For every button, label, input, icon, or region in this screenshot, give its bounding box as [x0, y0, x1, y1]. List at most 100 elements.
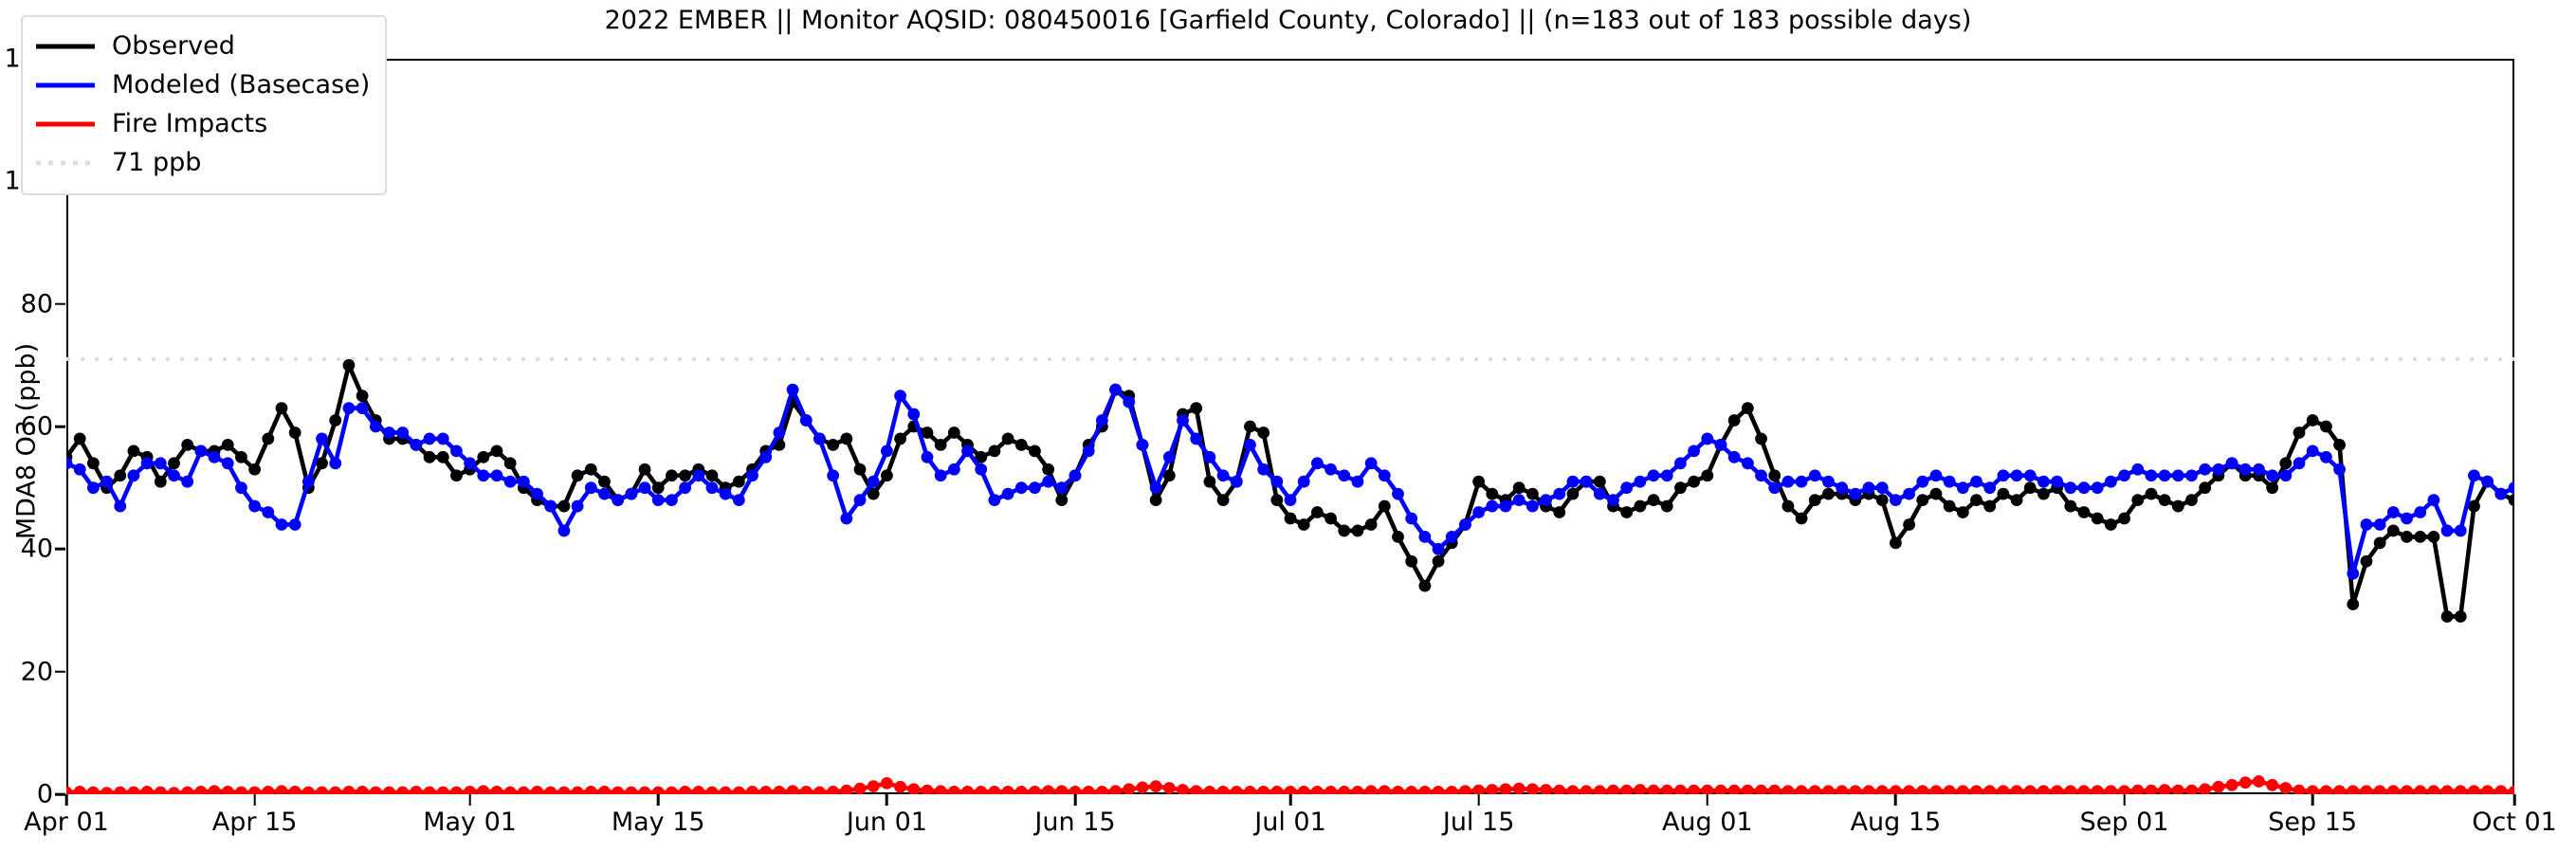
- data-point: [450, 469, 463, 482]
- data-point: [2508, 481, 2514, 495]
- data-point: [356, 390, 369, 403]
- data-point: [679, 786, 691, 794]
- data-point: [1808, 469, 1821, 482]
- data-point: [1486, 499, 1499, 513]
- data-point: [584, 463, 597, 476]
- data-point: [988, 445, 1001, 458]
- data-point: [531, 786, 543, 794]
- data-point: [2293, 457, 2306, 470]
- data-point: [1701, 432, 1714, 445]
- data-point: [679, 469, 691, 482]
- data-point: [1123, 395, 1136, 408]
- data-point: [1136, 439, 1149, 451]
- data-point: [1001, 487, 1014, 500]
- data-point: [1566, 785, 1580, 794]
- data-point: [1929, 785, 1943, 794]
- data-point: [1270, 494, 1284, 506]
- data-point: [1580, 785, 1593, 794]
- data-point: [1903, 518, 1915, 531]
- data-point: [517, 475, 530, 488]
- data-point: [154, 786, 167, 794]
- data-point: [1095, 786, 1108, 794]
- data-point: [1069, 469, 1082, 482]
- data-point: [1405, 512, 1418, 525]
- data-point: [947, 786, 960, 794]
- data-point: [2266, 469, 2279, 482]
- chart-legend[interactable]: Observed Modeled (Basecase) Fire Impacts 71…: [21, 15, 388, 195]
- data-point: [2386, 506, 2400, 518]
- data-point: [1284, 494, 1297, 506]
- data-point: [1445, 531, 1458, 543]
- data-point: [975, 786, 988, 794]
- data-point: [2347, 567, 2360, 580]
- x-axis-tick-label: Oct 01: [2472, 808, 2557, 837]
- data-point: [2440, 524, 2454, 537]
- data-point: [827, 786, 840, 794]
- data-point: [934, 785, 947, 794]
- data-point: [2279, 469, 2293, 482]
- data-point: [799, 414, 813, 426]
- data-point: [1701, 784, 1714, 794]
- data-point: [262, 432, 275, 445]
- data-point: [881, 776, 893, 789]
- data-point: [598, 786, 611, 794]
- data-point: [1660, 784, 1673, 794]
- data-point: [73, 786, 86, 794]
- data-point: [503, 786, 517, 794]
- legend-item[interactable]: Observed: [36, 27, 370, 65]
- data-point: [423, 450, 436, 463]
- data-point: [1768, 469, 1781, 482]
- data-point: [1310, 786, 1324, 794]
- data-point: [557, 499, 571, 513]
- data-point: [2145, 784, 2158, 794]
- data-point: [921, 426, 934, 439]
- x-axis-tick-mark: [468, 794, 471, 806]
- data-point: [894, 780, 906, 793]
- data-point: [2010, 785, 2023, 794]
- data-point: [194, 445, 208, 458]
- data-point: [1983, 785, 1997, 794]
- data-point: [1029, 445, 1041, 458]
- data-point: [2454, 610, 2467, 623]
- data-point: [1203, 786, 1216, 794]
- data-point: [342, 786, 356, 794]
- data-point: [692, 786, 705, 794]
- data-point: [1055, 494, 1069, 506]
- data-point: [1553, 506, 1566, 518]
- legend-label: Modeled (Basecase): [112, 70, 371, 100]
- data-point: [1364, 457, 1378, 470]
- data-point: [73, 432, 86, 445]
- data-point: [894, 432, 906, 445]
- data-point: [1270, 475, 1284, 488]
- data-point: [1593, 475, 1606, 488]
- data-point: [1526, 487, 1539, 500]
- data-point: [2037, 475, 2050, 488]
- data-point: [2468, 499, 2480, 513]
- data-point: [154, 475, 167, 488]
- data-point: [490, 469, 503, 482]
- data-point: [1943, 499, 1956, 513]
- data-point: [1123, 783, 1136, 794]
- data-point: [813, 786, 826, 794]
- data-point: [1795, 512, 1808, 525]
- data-point: [1297, 475, 1310, 488]
- data-point: [1244, 786, 1256, 794]
- data-point: [2414, 531, 2427, 543]
- data-point: [1486, 784, 1499, 794]
- legend-item[interactable]: Modeled (Basecase): [36, 65, 370, 104]
- data-point: [1566, 475, 1580, 488]
- data-point: [1082, 445, 1095, 458]
- data-point: [248, 786, 262, 794]
- legend-item[interactable]: Fire Impacts: [36, 104, 370, 143]
- legend-item[interactable]: 71 ppb: [36, 143, 370, 182]
- data-point: [2105, 785, 2117, 794]
- data-point: [248, 499, 262, 513]
- data-point: [383, 786, 395, 794]
- data-point: [2481, 785, 2494, 794]
- data-point: [2010, 469, 2023, 482]
- data-point: [66, 457, 73, 470]
- data-point: [1768, 481, 1781, 495]
- data-point: [2091, 512, 2104, 525]
- data-point: [853, 463, 867, 476]
- data-point: [477, 469, 490, 482]
